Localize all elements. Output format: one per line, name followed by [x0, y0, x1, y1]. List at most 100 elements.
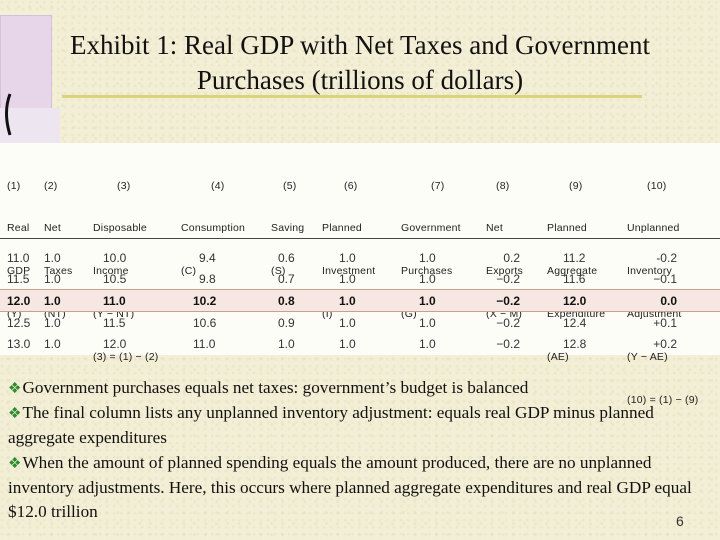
header-line: GDP: [7, 265, 31, 278]
cell-net-taxes: 1.0: [44, 316, 61, 330]
slide-title: Exhibit 1: Real GDP with Net Taxes and G…: [69, 30, 650, 95]
column-header-disposable-income: (3) Disposable Income (Y − NT) (3) = (1)…: [93, 150, 158, 379]
header-line: Government: [401, 222, 461, 235]
header-line: (S): [271, 265, 286, 278]
cell-government-purchases: 1.0: [419, 294, 436, 308]
cell-disposable-income: 11.0: [103, 294, 126, 308]
cell-government-purchases: 1.0: [419, 337, 436, 351]
header-line: (I): [322, 308, 333, 321]
column-header-government-purchases: (7) Government Purchases (G): [401, 150, 461, 336]
cell-government-purchases: 1.0: [419, 251, 436, 265]
bullet-item: ❖When the amount of planned spending equ…: [8, 451, 708, 525]
cell-real-gdp: 12.0: [7, 294, 31, 308]
bullet-text: Government purchases equals net taxes: g…: [22, 378, 529, 397]
cell-consumption: 11.0: [193, 337, 216, 351]
header-line: Saving: [271, 222, 305, 235]
cell-real-gdp: 11.5: [7, 272, 30, 286]
header-line: Aggregate: [547, 265, 598, 278]
page-number: 6: [676, 513, 684, 529]
header-line: Investment: [322, 265, 376, 278]
cell-net-exports: −0.2: [496, 337, 520, 351]
cell-consumption: 10.2: [193, 294, 217, 308]
header-line: (Y − AE): [627, 351, 668, 364]
exhibit-table: [0, 143, 720, 355]
diamond-bullet-icon: ❖: [8, 381, 22, 397]
cell-disposable-income: 11.5: [103, 316, 126, 330]
header-number: (7): [431, 179, 445, 192]
cell-unplanned-adjustment: +0.2: [653, 337, 677, 351]
cell-disposable-income: 10.0: [103, 251, 127, 265]
cell-saving: 0.7: [278, 272, 295, 286]
cell-unplanned-adjustment: 0.0: [660, 294, 677, 308]
header-line: Planned: [322, 222, 362, 235]
cell-planned-investment: 1.0: [339, 337, 356, 351]
header-line: (10) = (1) − (9): [627, 394, 699, 407]
header-number: (3): [117, 179, 131, 192]
header-line: Planned: [547, 222, 587, 235]
bullet-item: ❖Government purchases equals net taxes: …: [8, 376, 708, 401]
header-line: Net: [44, 222, 61, 235]
cell-net-taxes: 1.0: [44, 294, 61, 308]
cell-planned-investment: 1.0: [339, 316, 356, 330]
header-number: (9): [569, 179, 583, 192]
column-header-unplanned-inventory-adjustment: (10) Unplanned Inventory Adjustment (Y −…: [627, 150, 698, 422]
cell-unplanned-adjustment: +0.1: [653, 316, 677, 330]
cell-real-gdp: 13.0: [7, 337, 31, 351]
header-line: Income: [93, 265, 129, 278]
table-row: 11.5 1.0 10.5 9.8 0.7 1.0 1.0 −0.2 11.6 …: [0, 268, 720, 289]
header-number: (10): [647, 179, 667, 192]
bullet-text: The final column lists any unplanned inv…: [8, 403, 654, 448]
cell-real-gdp: 12.5: [7, 316, 31, 330]
column-header-consumption: (4) Consumption (C): [181, 150, 245, 293]
cell-unplanned-adjustment: -0.2: [656, 251, 677, 265]
cell-net-taxes: 1.0: [44, 337, 61, 351]
cell-planned-ae: 11.2: [563, 251, 586, 265]
cell-saving: 0.8: [278, 294, 295, 308]
cell-government-purchases: 1.0: [419, 272, 436, 286]
cell-saving: 0.9: [278, 316, 295, 330]
cell-consumption: 9.8: [199, 272, 216, 286]
cell-consumption: 10.6: [193, 316, 217, 330]
header-line: Exports: [486, 265, 523, 278]
cell-planned-ae: 12.8: [563, 337, 587, 351]
header-line: Taxes: [44, 265, 73, 278]
cell-planned-ae: 12.0: [563, 294, 587, 308]
header-line: (AE): [547, 351, 569, 364]
cell-disposable-income: 12.0: [103, 337, 127, 351]
title-underline: [62, 95, 642, 98]
header-number: (5): [283, 179, 297, 192]
header-line: Consumption: [181, 222, 246, 235]
column-header-saving: (5) Saving (S): [271, 150, 304, 293]
cell-planned-investment: 1.0: [339, 251, 356, 265]
cell-unplanned-adjustment: −0.1: [653, 272, 677, 286]
diamond-bullet-icon: ❖: [8, 406, 22, 423]
cell-net-exports: −0.2: [496, 316, 520, 330]
diamond-bullet-icon: ❖: [8, 455, 22, 472]
header-line: Disposable: [93, 222, 147, 235]
bullet-list: ❖Government purchases equals net taxes: …: [8, 376, 708, 524]
cell-disposable-income: 10.5: [103, 272, 127, 286]
cell-planned-investment: 1.0: [339, 272, 356, 286]
bullet-text: When the amount of planned spending equa…: [8, 452, 692, 522]
table-row: 12.5 1.0 11.5 10.6 0.9 1.0 1.0 −0.2 12.4…: [0, 312, 720, 333]
bullet-item: ❖The final column lists any unplanned in…: [8, 401, 708, 450]
decorative-curve: [5, 93, 12, 136]
cell-planned-investment: 1.0: [339, 294, 356, 308]
header-line: (C): [181, 265, 197, 278]
table-row-equilibrium: 12.0 1.0 11.0 10.2 0.8 1.0 1.0 −0.2 12.0…: [0, 289, 720, 312]
header-line: Net: [486, 222, 503, 235]
cell-saving: 0.6: [278, 251, 295, 265]
cell-planned-ae: 12.4: [563, 316, 587, 330]
cell-real-gdp: 11.0: [7, 251, 30, 265]
cell-net-taxes: 1.0: [44, 272, 61, 286]
cell-consumption: 9.4: [199, 251, 216, 265]
header-line: Unplanned: [627, 222, 680, 235]
cell-net-exports: 0.2: [503, 251, 520, 265]
cell-net-exports: −0.2: [496, 294, 520, 308]
header-number: (2): [44, 179, 58, 192]
cell-planned-ae: 11.6: [563, 272, 586, 286]
header-divider: [0, 238, 720, 239]
header-number: (4): [211, 179, 225, 192]
header-line: Purchases: [401, 265, 453, 278]
column-header-planned-investment: (6) Planned Investment (I): [322, 150, 375, 336]
